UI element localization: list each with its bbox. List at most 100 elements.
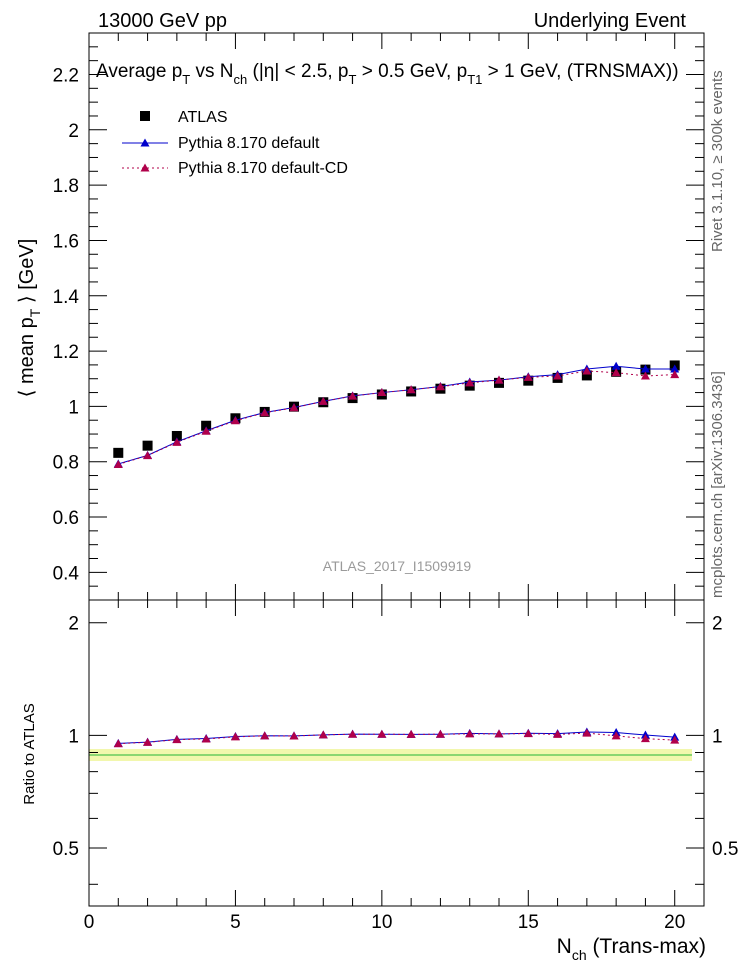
- data-point: [289, 731, 299, 740]
- data-point: [640, 734, 650, 743]
- ylabel-sub: T: [27, 308, 43, 317]
- y-tick-label: 1.2: [53, 342, 79, 363]
- title-part: Average p: [96, 61, 182, 82]
- data-point: [230, 732, 240, 741]
- xlabel-part: (Trans-max): [587, 935, 706, 958]
- legend-cd-marker: [140, 163, 150, 172]
- header-left: 13000 GeV pp: [98, 10, 227, 32]
- data-point: [670, 364, 680, 373]
- y-tick-label: 0.8: [53, 453, 79, 474]
- data-point: [201, 734, 211, 743]
- x-tick-label: 15: [518, 912, 539, 933]
- data-point: [494, 375, 504, 384]
- xlabel-part: N: [557, 935, 572, 958]
- y-tick-label: 0.4: [53, 563, 80, 584]
- data-point: [113, 739, 123, 748]
- data-point: [260, 731, 270, 740]
- y-tick-label-right: 0.5: [712, 839, 738, 860]
- main-plot-series: [113, 360, 680, 468]
- legend-default-label: Pythia 8.170 default: [178, 135, 320, 152]
- data-point: [582, 728, 592, 737]
- watermark: ATLAS_2017_I1509919: [323, 558, 472, 574]
- y-tick-label: 1: [68, 726, 79, 747]
- data-point: [465, 378, 475, 387]
- data-point: [494, 729, 504, 738]
- y-tick-label-right: 1: [712, 726, 723, 747]
- series-line: [118, 370, 675, 465]
- legend: ATLAS Pythia 8.170 default Pythia 8.170 …: [122, 109, 348, 177]
- data-point: [670, 370, 680, 379]
- legend-default-marker: [140, 138, 150, 147]
- data-point: [172, 735, 182, 744]
- data-point: [113, 459, 123, 468]
- y-tick-label: 1.6: [53, 231, 79, 252]
- header-right: Underlying Event: [534, 10, 687, 32]
- y-tick-label: 2.2: [53, 65, 79, 86]
- y-tick-label: 1.8: [53, 176, 79, 197]
- data-point: [406, 729, 416, 738]
- ratio-plot-xlabel: Nch (Trans-max): [557, 935, 706, 963]
- title-sub: T: [348, 72, 356, 87]
- data-point: [523, 729, 533, 738]
- data-point: [201, 426, 211, 435]
- series-line: [118, 731, 675, 744]
- main-plot-title: Average pT vs Nch (|η| < 2.5, pT > 0.5 G…: [96, 61, 679, 87]
- data-point: [143, 451, 153, 460]
- y-tick-label: 0.6: [53, 508, 79, 529]
- data-point: [348, 391, 358, 400]
- data-point: [143, 737, 153, 746]
- ylabel-part: ⟨ mean p: [16, 317, 38, 397]
- ratio-plot-ticks: 0 5 10 15 20 0.5 0.5 1 1 2 2: [53, 600, 738, 933]
- series-line: [118, 365, 675, 465]
- ratio-plot: 0 5 10 15 20 0.5 0.5 1 1 2 2 Ratio to ATLAS Nch (T…: [21, 599, 738, 963]
- rivet-label: Rivet 3.1.10, ≥ 300k events: [709, 70, 726, 252]
- data-point: [260, 408, 270, 417]
- data-point: [377, 388, 387, 397]
- data-point: [640, 364, 650, 373]
- ratio-plot-ylabel: Ratio to ATLAS: [21, 703, 38, 804]
- data-point: [142, 440, 153, 451]
- data-point: [523, 372, 533, 381]
- data-point: [611, 731, 621, 740]
- title-part: vs N: [190, 61, 233, 82]
- legend-cd-label: Pythia 8.170 default-CD: [178, 160, 348, 177]
- x-tick-label: 0: [84, 912, 95, 933]
- x-tick-label: 10: [371, 912, 392, 933]
- y-tick-label: 2: [68, 614, 79, 635]
- data-point: [670, 735, 680, 744]
- title-part: > 0.5 GeV, p: [356, 61, 467, 82]
- ratio-plot-series: [113, 727, 680, 748]
- data-point: [406, 385, 416, 394]
- ratio-plot-frame: [88, 599, 705, 907]
- main-plot-ticks: 0.4 0.6 0.8 1 1.2 1.4 1.6 1.8 2 2.2: [53, 32, 705, 601]
- title-sub: T: [182, 72, 190, 87]
- data-point: [640, 371, 650, 380]
- main-plot-ylabel: ⟨ mean pT ⟩ [GeV]: [16, 239, 43, 398]
- data-point: [172, 437, 182, 446]
- data-point: [318, 396, 328, 405]
- data-point: [318, 730, 328, 739]
- data-point: [582, 366, 592, 375]
- title-part: (|η| < 2.5, p: [247, 61, 348, 82]
- data-point: [348, 729, 358, 738]
- data-point: [201, 420, 212, 431]
- y-tick-label: 1: [68, 397, 79, 418]
- y-tick-label: 2: [68, 121, 79, 142]
- main-plot: 0.40.60.811.21.41.61.822.2 Average pT vs…: [16, 32, 705, 601]
- data-point: [465, 729, 475, 738]
- title-sub: ch: [234, 72, 248, 87]
- mcplots-label: mcplots.cern.ch [arXiv:1306.3436]: [709, 371, 726, 598]
- data-point: [435, 729, 445, 738]
- data-point: [553, 729, 563, 738]
- data-point: [435, 382, 445, 391]
- data-point: [289, 403, 299, 412]
- x-tick-label: 20: [664, 912, 685, 933]
- y-tick-label: 0.5: [53, 839, 79, 860]
- data-point: [581, 370, 592, 381]
- legend-atlas-marker: [140, 111, 150, 121]
- x-tick-label: 5: [230, 912, 241, 933]
- ylabel-part: ⟩ [GeV]: [16, 239, 38, 309]
- data-point: [553, 371, 563, 380]
- title-sub: T1: [467, 72, 482, 87]
